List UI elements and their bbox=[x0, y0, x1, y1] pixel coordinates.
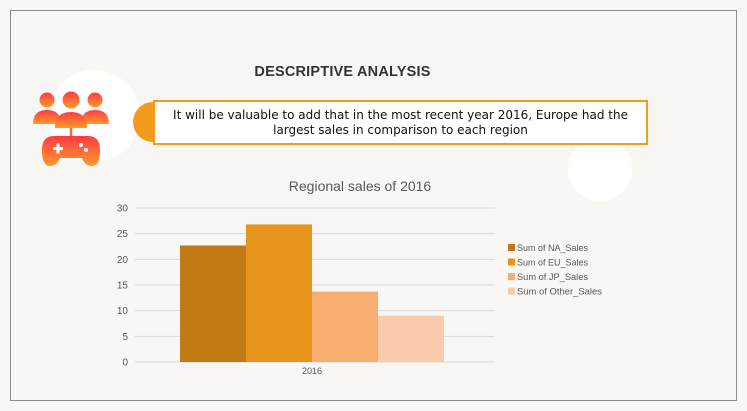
y-tick-label: 30 bbox=[117, 204, 129, 215]
y-tick-label: 15 bbox=[117, 281, 129, 292]
bar-sum-of-eu-sales bbox=[246, 224, 312, 362]
y-tick-label: 0 bbox=[122, 358, 128, 369]
y-tick-label: 20 bbox=[117, 255, 129, 266]
bar-sum-of-na-sales bbox=[180, 245, 246, 362]
y-tick-label: 5 bbox=[122, 332, 128, 343]
regional-sales-chart: Regional sales of 2016 0 5 10 15 20 25 30 2016… bbox=[117, 178, 602, 376]
y-tick-label: 10 bbox=[117, 306, 129, 317]
legend-swatch bbox=[508, 273, 515, 280]
bar-sum-of-other-sales bbox=[378, 315, 444, 362]
callout-text: It will be valuable to add that in the m… bbox=[173, 107, 628, 137]
legend-swatch bbox=[508, 287, 515, 295]
legend-swatch bbox=[508, 258, 515, 266]
bar-sum-of-jp-sales bbox=[312, 291, 378, 362]
slide-frame bbox=[10, 10, 737, 401]
legend-swatch bbox=[508, 244, 515, 251]
gamers-controller-icon bbox=[30, 88, 112, 168]
chart-title: Regional sales of 2016 bbox=[289, 178, 432, 194]
x-tick-label: 2016 bbox=[302, 366, 322, 376]
legend-label: Sum of NA_Sales bbox=[517, 243, 588, 254]
x-axis-ticks: 2016 bbox=[302, 366, 322, 376]
legend-label: Sum of EU_Sales bbox=[517, 258, 588, 269]
chart-legend: Sum of NA_Sales Sum of EU_Sales Sum of JP_… bbox=[508, 243, 602, 298]
legend-label: Sum of Other_Sales bbox=[517, 287, 602, 298]
legend-label: Sum of JP_Sales bbox=[517, 272, 588, 283]
decor-circle-small bbox=[568, 137, 632, 201]
y-axis-ticks: 0 5 10 15 20 25 30 bbox=[117, 204, 129, 369]
callout-box: It will be valuable to add that in the m… bbox=[153, 100, 648, 145]
slide-title: DESCRIPTIVE ANALYSIS bbox=[254, 64, 431, 80]
y-tick-label: 25 bbox=[117, 229, 129, 240]
chart-bars bbox=[180, 224, 444, 362]
